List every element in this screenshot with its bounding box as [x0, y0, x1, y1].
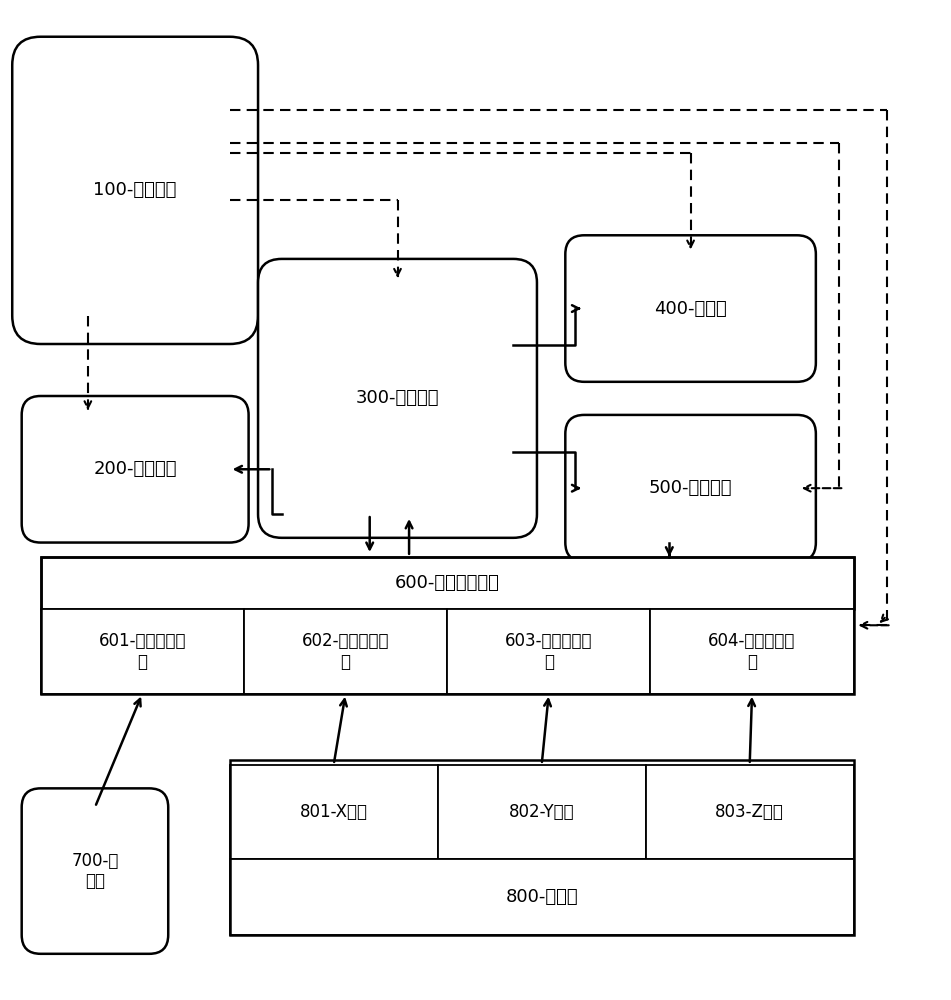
Text: 801-X分量: 801-X分量	[300, 803, 368, 821]
FancyBboxPatch shape	[258, 259, 537, 538]
Text: 601-第一采集通
道: 601-第一采集通 道	[99, 632, 186, 671]
FancyBboxPatch shape	[22, 788, 168, 954]
Bar	[230, 859, 854, 935]
Text: 802-Y分量: 802-Y分量	[509, 803, 574, 821]
Bar	[230, 760, 854, 935]
Text: 800-地震计: 800-地震计	[505, 888, 578, 906]
Text: 500-晶振时钟: 500-晶振时钟	[649, 479, 732, 497]
Text: 603-第三采集通
道: 603-第三采集通 道	[505, 632, 592, 671]
Text: 100-电源模块: 100-电源模块	[93, 181, 177, 199]
Text: 604-第四采集通
道: 604-第四采集通 道	[708, 632, 796, 671]
Text: 602-第二采集通
道: 602-第二采集通 道	[301, 632, 389, 671]
Bar	[41, 557, 854, 609]
Bar	[41, 609, 243, 694]
Text: 200-存储模块: 200-存储模块	[93, 460, 177, 478]
Text: 600-数据采集模块: 600-数据采集模块	[395, 574, 499, 592]
Bar	[650, 609, 854, 694]
FancyBboxPatch shape	[565, 235, 816, 382]
FancyBboxPatch shape	[22, 396, 248, 543]
FancyBboxPatch shape	[565, 415, 816, 561]
Bar	[447, 609, 650, 694]
FancyBboxPatch shape	[12, 37, 258, 344]
Bar	[437, 765, 646, 859]
Bar	[41, 557, 854, 694]
Text: 400-原子钟: 400-原子钟	[654, 300, 727, 318]
Bar	[243, 609, 447, 694]
Text: 803-Z分量: 803-Z分量	[715, 803, 785, 821]
Text: 700-水
听器: 700-水 听器	[71, 852, 119, 890]
Bar	[646, 765, 854, 859]
Bar	[230, 765, 437, 859]
Text: 300-控制模块: 300-控制模块	[356, 389, 439, 407]
